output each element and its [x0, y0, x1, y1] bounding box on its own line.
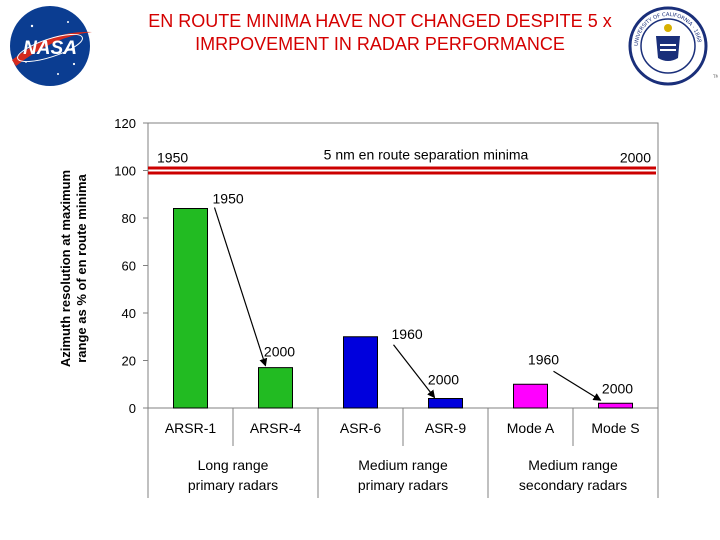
- group-label: Medium range secondary radars: [519, 457, 627, 493]
- group-label: Medium range primary radars: [358, 457, 448, 493]
- x-tick-label: ARSR-1: [165, 420, 217, 436]
- annotation-year-label: 2000: [264, 344, 295, 360]
- group-label: Long range primary radars: [188, 457, 278, 493]
- y-axis: 0 20 40 60 80 100 120: [114, 116, 148, 416]
- nasa-logo-text: NASA: [23, 38, 77, 59]
- bar-mode-s: [598, 402, 633, 409]
- annotations: 1950 2000 1960 2000 1960 2000: [213, 191, 633, 401]
- y-tick-label: 120: [114, 116, 136, 131]
- y-tick-label: 20: [122, 354, 136, 369]
- slide-title: EN ROUTE MINIMA HAVE NOT CHANGED DESPITE…: [148, 11, 612, 54]
- y-tick-label: 80: [122, 211, 136, 226]
- x-tick-label: Mode A: [507, 420, 555, 436]
- x-tick-labels: ARSR-1 ARSR-4 ASR-6 ASR-9 Mode A Mode S: [165, 420, 640, 436]
- bar-mode-a: [513, 383, 548, 409]
- bars: [173, 208, 633, 409]
- annotation-year-label: 1960: [392, 326, 423, 342]
- category-separators: [147, 408, 659, 498]
- annotation-arrow: [213, 207, 268, 367]
- group-labels: Long range primary radars Medium range prim…: [188, 457, 627, 493]
- annotation-year-label: 2000: [602, 380, 633, 396]
- y-tick-label: 40: [122, 306, 136, 321]
- y-axis-title: Azimuth resolution at maximumrange as % …: [58, 170, 89, 367]
- annotation-arrow: [393, 344, 436, 399]
- bar-asr-9: [428, 398, 463, 409]
- university-seal-icon: UNIVERSITY OF CALIFORNIA · 1868 TM: [628, 6, 718, 86]
- annotation-year-label: 1950: [213, 191, 244, 207]
- svg-text:TM: TM: [712, 74, 718, 79]
- x-tick-label: Mode S: [591, 420, 639, 436]
- plot-frame: [147, 122, 659, 409]
- y-tick-label: 0: [129, 401, 136, 416]
- bar-arsr-4: [258, 367, 293, 409]
- bar-asr-6: [343, 336, 378, 409]
- reference-line-label: 5 nm en route separation minima: [324, 147, 529, 163]
- y-tick-label: 60: [122, 259, 136, 274]
- reference-line-end-label: 2000: [620, 150, 651, 166]
- x-tick-label: ARSR-4: [250, 420, 302, 436]
- bar-arsr-1: [173, 208, 208, 409]
- x-tick-label: ASR-9: [425, 420, 466, 436]
- x-tick-label: ASR-6: [340, 420, 381, 436]
- reference-line-group: 5 nm en route separation minima 1950 2000: [148, 147, 656, 175]
- annotation-arrow: [553, 370, 602, 401]
- nasa-logo-icon: NASA: [2, 2, 98, 90]
- reference-line-start-label: 1950: [157, 150, 188, 166]
- y-tick-label: 100: [114, 164, 136, 179]
- annotation-year-label: 2000: [428, 372, 459, 388]
- annotation-year-label: 1960: [528, 351, 559, 367]
